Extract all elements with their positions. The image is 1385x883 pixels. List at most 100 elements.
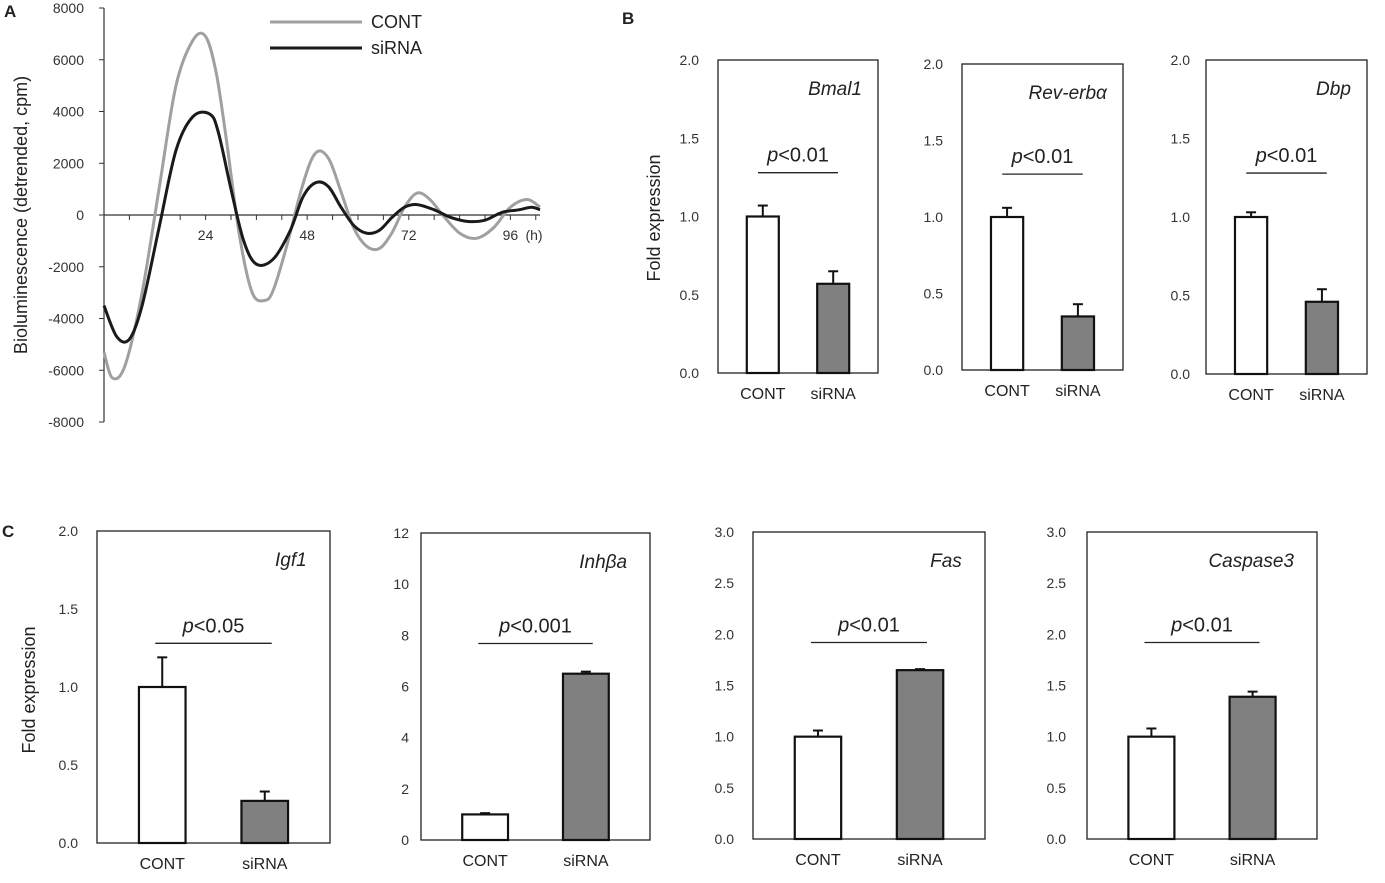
p-value: <0.01 <box>1182 615 1233 637</box>
panel-label-a: A <box>4 2 16 21</box>
y-tick-label: -2000 <box>48 259 84 275</box>
y-tick-label: 1.0 <box>715 729 735 745</box>
y-tick-label: 6000 <box>53 52 84 68</box>
bar-chart-rev-erb-: 0.0 0.5 1.0 1.5 2.0 CONT siRNA Rev-erbα p<0.01 <box>924 56 1124 400</box>
y-axis-title: Fold expression <box>19 626 39 753</box>
y-tick-label: 0.0 <box>715 831 735 847</box>
plot-frame <box>96 530 331 844</box>
y-tick-label: -6000 <box>48 362 84 378</box>
x-category-label: CONT <box>795 852 841 869</box>
y-tick-label: 2000 <box>53 155 84 171</box>
plot-frame <box>961 63 1124 371</box>
y-tick-label: 0.0 <box>924 362 944 378</box>
y-tick-label: 4 <box>401 730 409 746</box>
x-category-label: siRNA <box>563 853 609 870</box>
y-tick-label: 6 <box>401 679 409 695</box>
p-value: <0.05 <box>194 615 245 637</box>
y-tick-label: 1.5 <box>924 133 944 149</box>
y-tick-label: 0 <box>401 832 409 848</box>
bar-sirna <box>1060 315 1096 372</box>
y-tick-label: 0.5 <box>1171 288 1191 304</box>
bar-sirna <box>895 669 945 841</box>
bioluminescence-line-chart: 8000 6000 4000 2000 0 -2000 -4000 -6000 -8000 24 4… <box>11 0 543 430</box>
y-axis-title: Bioluminescence (detrended, cpm) <box>11 76 31 354</box>
x-category-label: siRNA <box>1230 852 1276 869</box>
p-value-label: p<0.01 <box>1011 146 1074 168</box>
plot-frame <box>1086 531 1318 840</box>
p-value-label: p<0.001 <box>498 616 572 638</box>
y-tick-label: 8000 <box>53 0 84 16</box>
bar-chart-fas: 0.0 0.5 1.0 1.5 2.0 2.5 3.0 CONT siRNA Fas p<0.01 <box>715 524 986 869</box>
p-symbol: p <box>766 145 778 167</box>
bar-cont <box>989 215 1025 372</box>
fold-expression-bar-charts: 0.0 0.5 1.0 1.5 2.0 Fold expression CONT siRNA B… <box>19 52 1368 873</box>
y-tick-label: 2.0 <box>59 523 79 539</box>
p-value: <0.01 <box>1267 145 1318 167</box>
bar-sirna <box>1228 695 1277 841</box>
y-tick-label: 1.5 <box>680 130 700 146</box>
y-tick-label: 0.0 <box>680 365 700 381</box>
y-tick-label: 0.5 <box>1047 780 1067 796</box>
bar-cont <box>137 685 187 845</box>
bar-chart-igf1: 0.0 0.5 1.0 1.5 2.0 Fold expression CONT siRNA I… <box>19 523 331 873</box>
plot-frame <box>752 531 986 840</box>
p-value: <0.01 <box>849 615 900 637</box>
y-tick-label: 2.0 <box>680 52 700 68</box>
plot-frame <box>420 532 651 841</box>
y-tick-label: 1.0 <box>1047 729 1067 745</box>
y-tick-label: 2.0 <box>1171 52 1191 68</box>
p-value-label: p<0.01 <box>1170 615 1233 637</box>
x-category-label: CONT <box>140 856 186 873</box>
bar-chart-caspase3: 0.0 0.5 1.0 1.5 2.0 2.5 3.0 CONT siRNA Caspase3 p<… <box>1047 524 1318 869</box>
y-tick-label: 0.5 <box>924 286 944 302</box>
x-tick-label: 48 <box>299 227 315 243</box>
y-tick-label: 1.5 <box>1047 678 1067 694</box>
y-tick-label: 8 <box>401 627 409 643</box>
gene-name: Inhβa <box>579 552 627 573</box>
y-axis-title: Fold expression <box>644 154 664 281</box>
p-symbol: p <box>1011 146 1023 168</box>
y-tick-label: 3.0 <box>715 524 735 540</box>
y-tick-label: -4000 <box>48 311 84 327</box>
y-tick-label: 2.5 <box>715 575 735 591</box>
y-tick-label: 0.5 <box>680 287 700 303</box>
x-category-label: siRNA <box>1055 383 1101 400</box>
p-value: <0.001 <box>510 616 572 638</box>
p-value-label: p<0.01 <box>837 615 900 637</box>
y-tick-label: 12 <box>393 525 409 541</box>
gene-name: Igf1 <box>275 550 307 571</box>
y-tick-label: 1.0 <box>680 209 700 225</box>
gene-name: Bmal1 <box>808 79 862 100</box>
x-category-label: CONT <box>740 386 786 403</box>
x-unit-label: (h) <box>525 227 542 243</box>
y-tick-label: 4000 <box>53 104 84 120</box>
bar-cont <box>793 735 843 841</box>
p-value-label: p<0.01 <box>1255 145 1318 167</box>
x-category-label: CONT <box>462 853 508 870</box>
y-tick-label: 1.5 <box>715 678 735 694</box>
y-tick-label: 3.0 <box>1047 524 1067 540</box>
series-line-cont <box>102 31 541 381</box>
p-symbol: p <box>1255 145 1267 167</box>
x-tick-label: 72 <box>401 227 417 243</box>
p-value: <0.01 <box>1023 146 1074 168</box>
plot-frame <box>1205 59 1368 375</box>
bar-sirna <box>561 672 610 842</box>
y-tick-label: 1.0 <box>1171 209 1191 225</box>
x-tick-label: 96 <box>503 227 519 243</box>
bar-sirna <box>240 799 290 845</box>
bar-cont <box>1233 215 1269 376</box>
p-value-label: p<0.05 <box>182 615 245 637</box>
bar-cont <box>461 813 510 842</box>
y-tick-label: 0.5 <box>715 780 735 796</box>
x-category-label: siRNA <box>1299 387 1345 404</box>
legend-label-cont: CONT <box>371 12 422 32</box>
series-line-sirna <box>102 110 541 344</box>
y-tick-label: 1.0 <box>924 209 944 225</box>
p-value: <0.01 <box>778 145 829 167</box>
y-tick-label: 2.0 <box>715 626 735 642</box>
x-category-label: siRNA <box>242 856 288 873</box>
y-tick-label: 1.5 <box>1171 131 1191 147</box>
y-tick-label: 10 <box>393 576 409 592</box>
p-symbol: p <box>837 615 849 637</box>
